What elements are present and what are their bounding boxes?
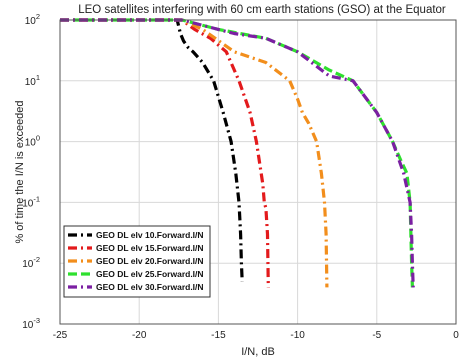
x-tick-label: -20 bbox=[132, 330, 147, 341]
plot-frame bbox=[59, 19, 457, 325]
y-tick-label: 102 bbox=[25, 12, 40, 27]
legend-entry: GEO DL elv 15.Forward.I/N bbox=[96, 243, 204, 253]
legend-entry: GEO DL elv 20.Forward.I/N bbox=[96, 256, 204, 266]
x-axis-label: I/N, dB bbox=[241, 346, 275, 358]
y-tick-label: 100 bbox=[25, 134, 40, 149]
y-tick-label: 10-2 bbox=[22, 255, 40, 270]
x-tick-label: 0 bbox=[453, 330, 459, 341]
legend-entry: GEO DL elv 10.Forward.I/N bbox=[96, 230, 204, 240]
y-axis-label: % of time the I/N is exceeded bbox=[14, 100, 26, 243]
x-tick-label: -25 bbox=[53, 330, 68, 341]
series-line-3 bbox=[60, 18, 329, 288]
legend: GEO DL elv 10.Forward.I/N GEO DL elv 15.F… bbox=[63, 225, 211, 298]
legend-entry: GEO DL elv 25.Forward.I/N bbox=[96, 269, 204, 279]
y-tick-label: 10-3 bbox=[22, 316, 40, 331]
x-tick-labels: -25 -20 -15 -10 -5 0 bbox=[53, 330, 459, 341]
series-line-5 bbox=[60, 18, 415, 288]
series-line-2 bbox=[60, 18, 270, 288]
x-tick-label: -10 bbox=[290, 330, 305, 341]
chart-title: LEO satellites interfering with 60 cm ea… bbox=[78, 4, 446, 16]
series-lines bbox=[60, 18, 415, 288]
legend-entry: GEO DL elv 30.Forward.I/N bbox=[96, 282, 204, 292]
series-line-1 bbox=[60, 18, 244, 282]
x-tick-label: -15 bbox=[211, 330, 226, 341]
y-tick-label: 101 bbox=[25, 73, 40, 88]
x-tick-label: -5 bbox=[372, 330, 381, 341]
